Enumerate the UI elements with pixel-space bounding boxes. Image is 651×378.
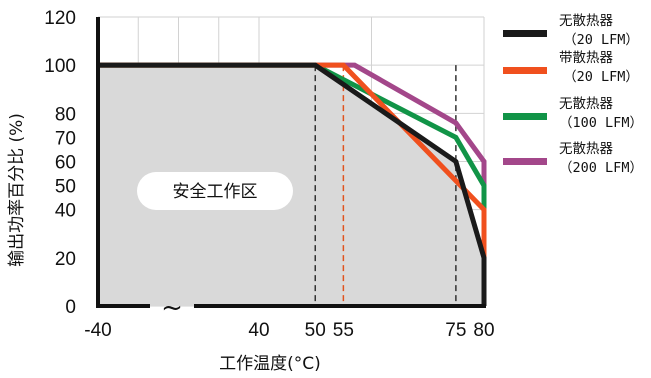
x-tick-label: 40 (248, 320, 269, 341)
legend-swatch (503, 113, 547, 120)
y-tick-label: 100 (44, 56, 76, 77)
legend-label: 无散热器 (559, 141, 613, 157)
y-tick-label: 20 (55, 249, 76, 270)
y-tick-label: 40 (55, 201, 76, 222)
x-tick-label: 75 (445, 320, 466, 341)
legend: 无散热器 （20 LFM） 带散热器 （20 LFM） 无散热器 （100 LFM） 无散热… (503, 13, 643, 176)
y-tick-label: 50 (55, 177, 76, 198)
legend-label: 无散热器 (559, 96, 613, 112)
safe-zone-badge: 安全工作区 (137, 172, 293, 210)
safe-zone-badge-bg (137, 172, 293, 210)
x-tick-label: -40 (84, 320, 111, 341)
y-tick-label: 70 (55, 128, 76, 149)
y-tick-label: 80 (55, 104, 76, 125)
legend-swatch (503, 158, 547, 165)
y-tick-labels: 0 20 40 50 60 70 80 100 120 (44, 8, 76, 318)
x-tick-labels: -40 40 50 55 75 80 (84, 320, 494, 341)
series-line (98, 62, 487, 306)
x-tick-label: 50 (305, 320, 326, 341)
y-axis-title: 输出功率百分比 (%) (7, 113, 27, 267)
x-tick-label: 55 (333, 320, 354, 341)
axes (96, 17, 486, 308)
y-tick-label: 120 (44, 8, 76, 29)
legend-note: （20 LFM） (563, 32, 639, 48)
legend-swatch (503, 30, 547, 37)
y-tick-label: 0 (65, 297, 76, 318)
legend-note: （200 LFM） (559, 160, 643, 176)
legend-note: （100 LFM） (559, 115, 643, 131)
reference-lines (314, 65, 457, 306)
x-tick-label: 80 (473, 320, 494, 341)
legend-note: （20 LFM） (563, 69, 639, 85)
legend-label: 无散热器 (559, 13, 613, 29)
legend-swatch (503, 67, 547, 74)
legend-label: 带散热器 (559, 50, 613, 66)
safe-zone-label: 安全工作区 (173, 182, 258, 202)
series-lines (98, 62, 487, 306)
x-axis-title: 工作温度(°C) (219, 354, 321, 374)
y-tick-label: 60 (55, 153, 76, 174)
axis-break-mark: ~ (161, 293, 183, 323)
